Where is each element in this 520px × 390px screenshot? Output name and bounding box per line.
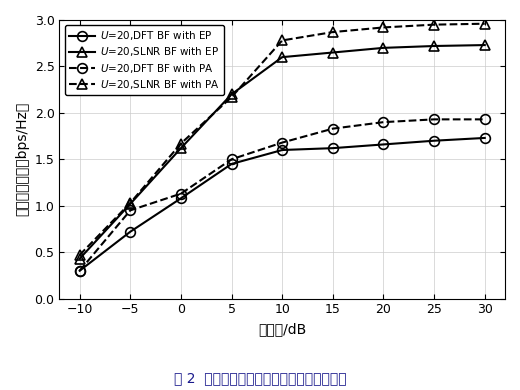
X-axis label: 信噪比/dB: 信噪比/dB	[258, 322, 306, 336]
$U$=20,DFT BF with PA	[228, 157, 235, 161]
Y-axis label: 平均遍历容量（bps/Hz）: 平均遍历容量（bps/Hz）	[15, 102, 29, 216]
$U$=20,DFT BF with PA	[330, 126, 336, 131]
$U$=20,DFT BF with EP	[178, 196, 184, 200]
$U$=20,SLNR BF with PA	[178, 141, 184, 146]
$U$=20,SLNR BF with EP	[279, 55, 285, 60]
$U$=20,SLNR BF with PA	[279, 38, 285, 43]
Line: $U$=20,SLNR BF with PA: $U$=20,SLNR BF with PA	[75, 19, 490, 260]
$U$=20,SLNR BF with PA	[380, 25, 386, 30]
$U$=20,DFT BF with PA	[279, 140, 285, 145]
$U$=20,DFT BF with PA	[127, 208, 134, 213]
$U$=20,SLNR BF with PA	[330, 30, 336, 34]
$U$=20,DFT BF with EP	[482, 136, 488, 140]
$U$=20,SLNR BF with EP	[482, 43, 488, 48]
$U$=20,DFT BF with PA	[178, 191, 184, 196]
$U$=20,SLNR BF with PA	[431, 22, 437, 27]
$U$=20,SLNR BF with EP	[127, 202, 134, 206]
$U$=20,DFT BF with PA	[482, 117, 488, 122]
$U$=20,SLNR BF with EP	[228, 92, 235, 97]
$U$=20,DFT BF with EP	[127, 229, 134, 234]
$U$=20,DFT BF with EP	[330, 146, 336, 151]
$U$=20,SLNR BF with PA	[127, 200, 134, 205]
$U$=20,SLNR BF with PA	[76, 253, 83, 257]
$U$=20,SLNR BF with EP	[330, 50, 336, 55]
Line: $U$=20,DFT BF with PA: $U$=20,DFT BF with PA	[75, 115, 490, 276]
$U$=20,DFT BF with PA	[380, 120, 386, 124]
$U$=20,SLNR BF with PA	[228, 95, 235, 99]
$U$=20,DFT BF with EP	[76, 268, 83, 273]
$U$=20,SLNR BF with EP	[380, 46, 386, 50]
Text: 图 2  用户平均遍历容量随信噪比的变化趋势: 图 2 用户平均遍历容量随信噪比的变化趋势	[174, 371, 346, 385]
$U$=20,DFT BF with EP	[279, 148, 285, 152]
$U$=20,SLNR BF with PA	[482, 21, 488, 26]
$U$=20,DFT BF with EP	[380, 142, 386, 147]
$U$=20,SLNR BF with EP	[431, 44, 437, 48]
$U$=20,DFT BF with EP	[431, 138, 437, 143]
$U$=20,DFT BF with PA	[431, 117, 437, 122]
$U$=20,DFT BF with PA	[76, 268, 83, 273]
$U$=20,DFT BF with EP	[228, 161, 235, 166]
Legend: $U$=20,DFT BF with EP, $U$=20,SLNR BF with EP, $U$=20,DFT BF with PA, $U$=20,SLN: $U$=20,DFT BF with EP, $U$=20,SLNR BF wi…	[64, 25, 224, 95]
Line: $U$=20,SLNR BF with EP: $U$=20,SLNR BF with EP	[75, 40, 490, 264]
$U$=20,SLNR BF with EP	[178, 146, 184, 151]
$U$=20,SLNR BF with EP	[76, 256, 83, 261]
Line: $U$=20,DFT BF with EP: $U$=20,DFT BF with EP	[75, 133, 490, 276]
